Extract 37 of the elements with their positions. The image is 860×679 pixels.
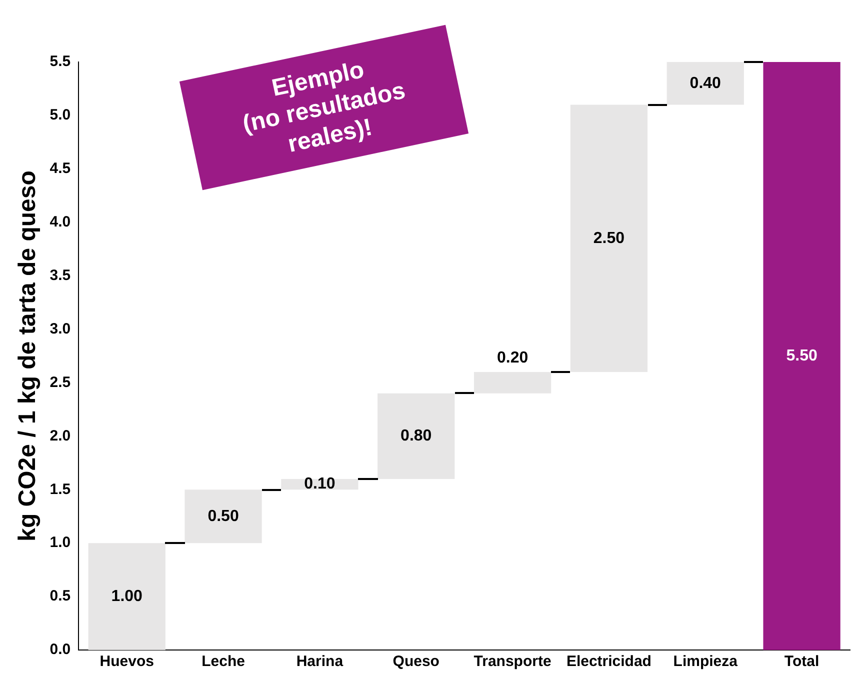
data-label: 0.80	[400, 428, 432, 445]
x-tick-label: Leche	[202, 653, 245, 670]
x-tick-label: Huevos	[100, 653, 154, 670]
y-tick-label: 0.5	[50, 588, 71, 605]
bar	[570, 104, 648, 372]
y-tick-label: 2.0	[50, 427, 71, 444]
x-tick-label: Electricidad	[566, 653, 652, 670]
bar	[88, 543, 166, 650]
bar	[666, 62, 744, 105]
bar	[184, 490, 262, 544]
y-tick-label: 5.0	[50, 106, 71, 124]
data-label: 0.10	[304, 476, 336, 493]
data-label: 2.50	[593, 230, 625, 247]
y-tick-label: 1.0	[50, 534, 71, 552]
data-label: 1.00	[111, 588, 143, 605]
example-banner: Ejemplo (no resultados reales)!	[179, 24, 469, 190]
y-tick-label: 0.0	[50, 641, 71, 658]
data-label: 0.20	[496, 349, 528, 366]
bar	[378, 393, 455, 479]
y-axis-title: kg CO2e / 1 kg de tarta de queso	[14, 170, 42, 542]
x-tick-label: Transporte	[474, 653, 552, 670]
x-tick-label: Total	[784, 653, 820, 670]
data-label: 0.40	[690, 74, 722, 92]
x-tick-label: Queso	[392, 653, 440, 670]
x-tick-label: Limpieza	[673, 653, 738, 670]
bar	[763, 62, 840, 650]
x-tick-label: Harina	[296, 653, 344, 670]
y-tick-label: 4.5	[50, 160, 71, 178]
data-label: 5.50	[786, 347, 818, 364]
y-tick-label: 5.5	[50, 53, 71, 70]
y-tick-label: 3.0	[50, 320, 71, 338]
y-tick-label: 4.0	[50, 214, 71, 231]
data-label: 0.50	[208, 508, 239, 525]
y-tick-label: 3.5	[50, 266, 71, 284]
y-tick-label: 1.5	[50, 480, 71, 498]
bar	[474, 372, 552, 394]
y-tick-label: 2.5	[50, 374, 71, 391]
